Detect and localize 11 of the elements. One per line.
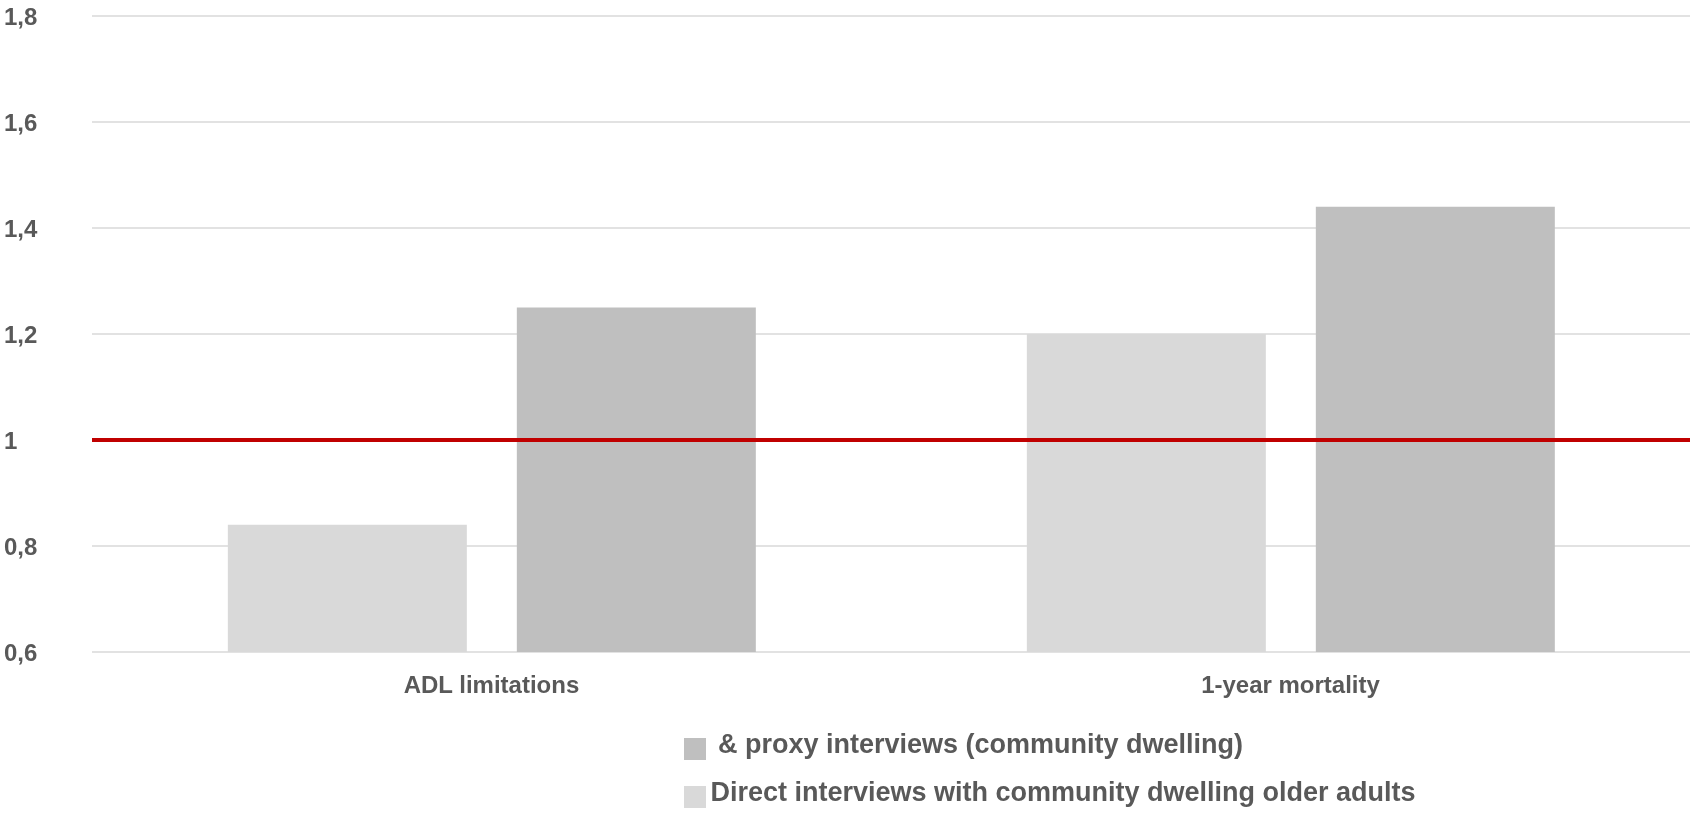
y-tick-label: 1,6 bbox=[4, 108, 38, 136]
x-tick-label: 1-year mortality bbox=[1201, 671, 1381, 699]
y-tick-label: 0,8 bbox=[4, 532, 38, 560]
y-tick-label: 1,8 bbox=[4, 2, 38, 30]
y-tick-label: 0,6 bbox=[4, 638, 38, 666]
legend-label: & proxy interviews (community dwelling) bbox=[716, 729, 1244, 759]
legend-label: Direct interviews with community dwelling older adults bbox=[710, 777, 1416, 807]
y-tick-label: 1,4 bbox=[4, 214, 39, 242]
y-tick-label: 1,2 bbox=[4, 320, 38, 348]
x-tick-label: ADL limitations bbox=[403, 671, 580, 699]
y-tick-label: 1 bbox=[4, 426, 18, 454]
